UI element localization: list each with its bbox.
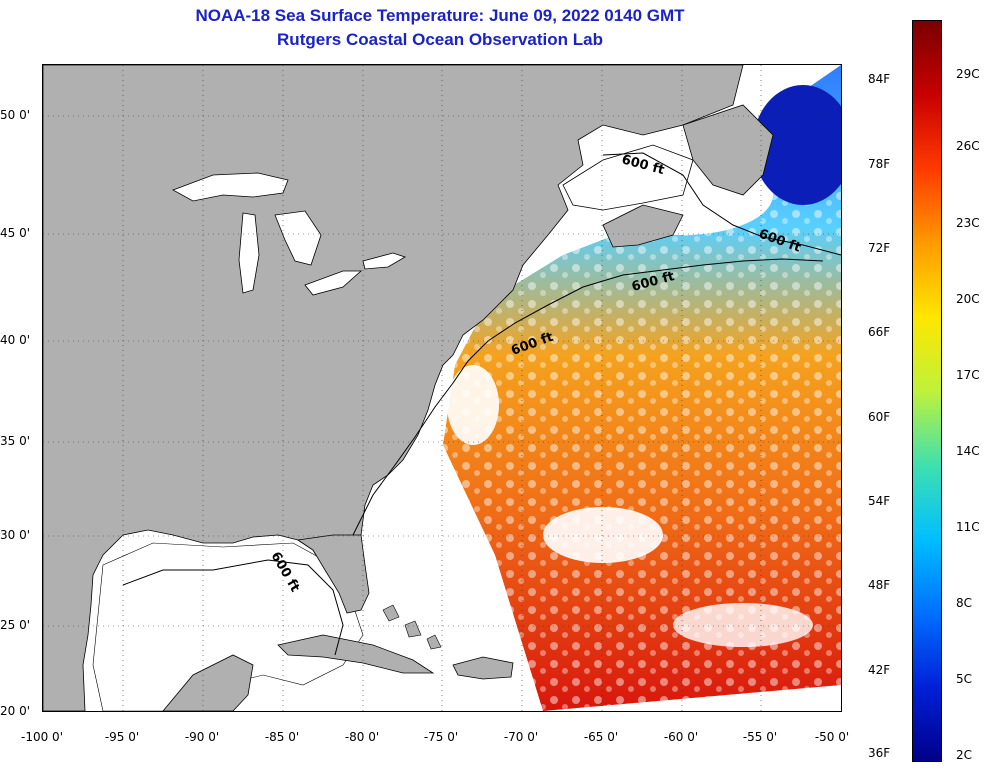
lon-label-60: -60 0' bbox=[663, 730, 699, 744]
lake-superior bbox=[172, 172, 289, 202]
lake-erie bbox=[304, 270, 363, 296]
lon-label-100: -100 0' bbox=[21, 730, 63, 744]
lon-label-85: -85 0' bbox=[264, 730, 300, 744]
cloud-patch bbox=[673, 603, 813, 647]
colorbar-c-label: 14C bbox=[956, 444, 980, 458]
colorbar-c-label: 26C bbox=[956, 139, 980, 153]
lon-label-55: -55 0' bbox=[742, 730, 778, 744]
lon-label-90: -90 0' bbox=[184, 730, 220, 744]
colorbar-f-label: 78F bbox=[868, 157, 891, 171]
lon-label-70: -70 0' bbox=[503, 730, 539, 744]
bahamas-islands bbox=[382, 604, 442, 650]
lat-label-30: 30 0' bbox=[0, 528, 31, 542]
gulf-of-st-lawrence bbox=[562, 144, 694, 211]
yucatan-land bbox=[162, 654, 254, 711]
lat-label-20: 20 0' bbox=[0, 704, 31, 718]
colorbar-c-label: 20C bbox=[956, 292, 980, 306]
florida-peninsula bbox=[296, 534, 370, 614]
colorbar-f-label: 84F bbox=[868, 72, 891, 86]
colorbar-f-label: 48F bbox=[868, 578, 891, 592]
colorbar-c-label: 11C bbox=[956, 520, 980, 534]
temperature-colorbar bbox=[912, 20, 942, 762]
colorbar-c-label: 29C bbox=[956, 67, 980, 81]
lat-label-25: 25 0' bbox=[0, 618, 31, 632]
colorbar-c-label: 8C bbox=[956, 596, 973, 610]
map-subtitle: Rutgers Coastal Ocean Observation Lab bbox=[277, 30, 603, 49]
contour-600ft-atlantic bbox=[352, 258, 824, 536]
colorbar-f-label: 54F bbox=[868, 494, 891, 508]
cloud-patch bbox=[543, 507, 663, 563]
lat-label-45: 45 0' bbox=[0, 226, 31, 240]
newfoundland-land bbox=[682, 104, 774, 196]
cold-water-patch bbox=[753, 85, 841, 205]
hispaniola-land bbox=[452, 656, 514, 680]
colorbar-c-label: 23C bbox=[956, 216, 980, 230]
colorbar-f-label: 36F bbox=[868, 746, 891, 760]
lon-label-95: -95 0' bbox=[104, 730, 140, 744]
lat-label-35: 35 0' bbox=[0, 434, 31, 448]
colorbar-f-label: 66F bbox=[868, 325, 891, 339]
cuba-land bbox=[277, 634, 435, 674]
gulf-of-mexico bbox=[92, 542, 364, 711]
nova-scotia-land bbox=[602, 204, 684, 248]
map-title: NOAA-18 Sea Surface Temperature: June 09… bbox=[195, 6, 685, 25]
lat-label-40: 40 0' bbox=[0, 333, 31, 347]
colorbar-f-label: 42F bbox=[868, 663, 891, 677]
colorbar-c-label: 17C bbox=[956, 368, 980, 382]
colorbar-f-label: 60F bbox=[868, 410, 891, 424]
colorbar-c-label: 2C bbox=[956, 748, 973, 762]
sst-map-canvas: 600 ft 600 ft 600 ft 600 ft 600 ft bbox=[43, 65, 841, 711]
colorbar-f-label: 72F bbox=[868, 241, 891, 255]
lon-label-65: -65 0' bbox=[583, 730, 619, 744]
lat-label-50: 50 0' bbox=[0, 108, 31, 122]
sst-map: 600 ft 600 ft 600 ft 600 ft 600 ft bbox=[42, 64, 842, 712]
cloud-patch bbox=[447, 365, 499, 445]
colorbar-c-label: 5C bbox=[956, 672, 973, 686]
lake-ontario bbox=[362, 252, 406, 270]
lon-label-75: -75 0' bbox=[423, 730, 459, 744]
contour-600ft-north bbox=[602, 152, 841, 256]
lon-label-50: -50 0' bbox=[814, 730, 850, 744]
contour-600ft-gulf bbox=[122, 559, 344, 656]
graticule bbox=[43, 65, 841, 711]
lake-michigan bbox=[238, 212, 260, 294]
lon-label-80: -80 0' bbox=[344, 730, 380, 744]
lake-huron bbox=[274, 210, 322, 266]
